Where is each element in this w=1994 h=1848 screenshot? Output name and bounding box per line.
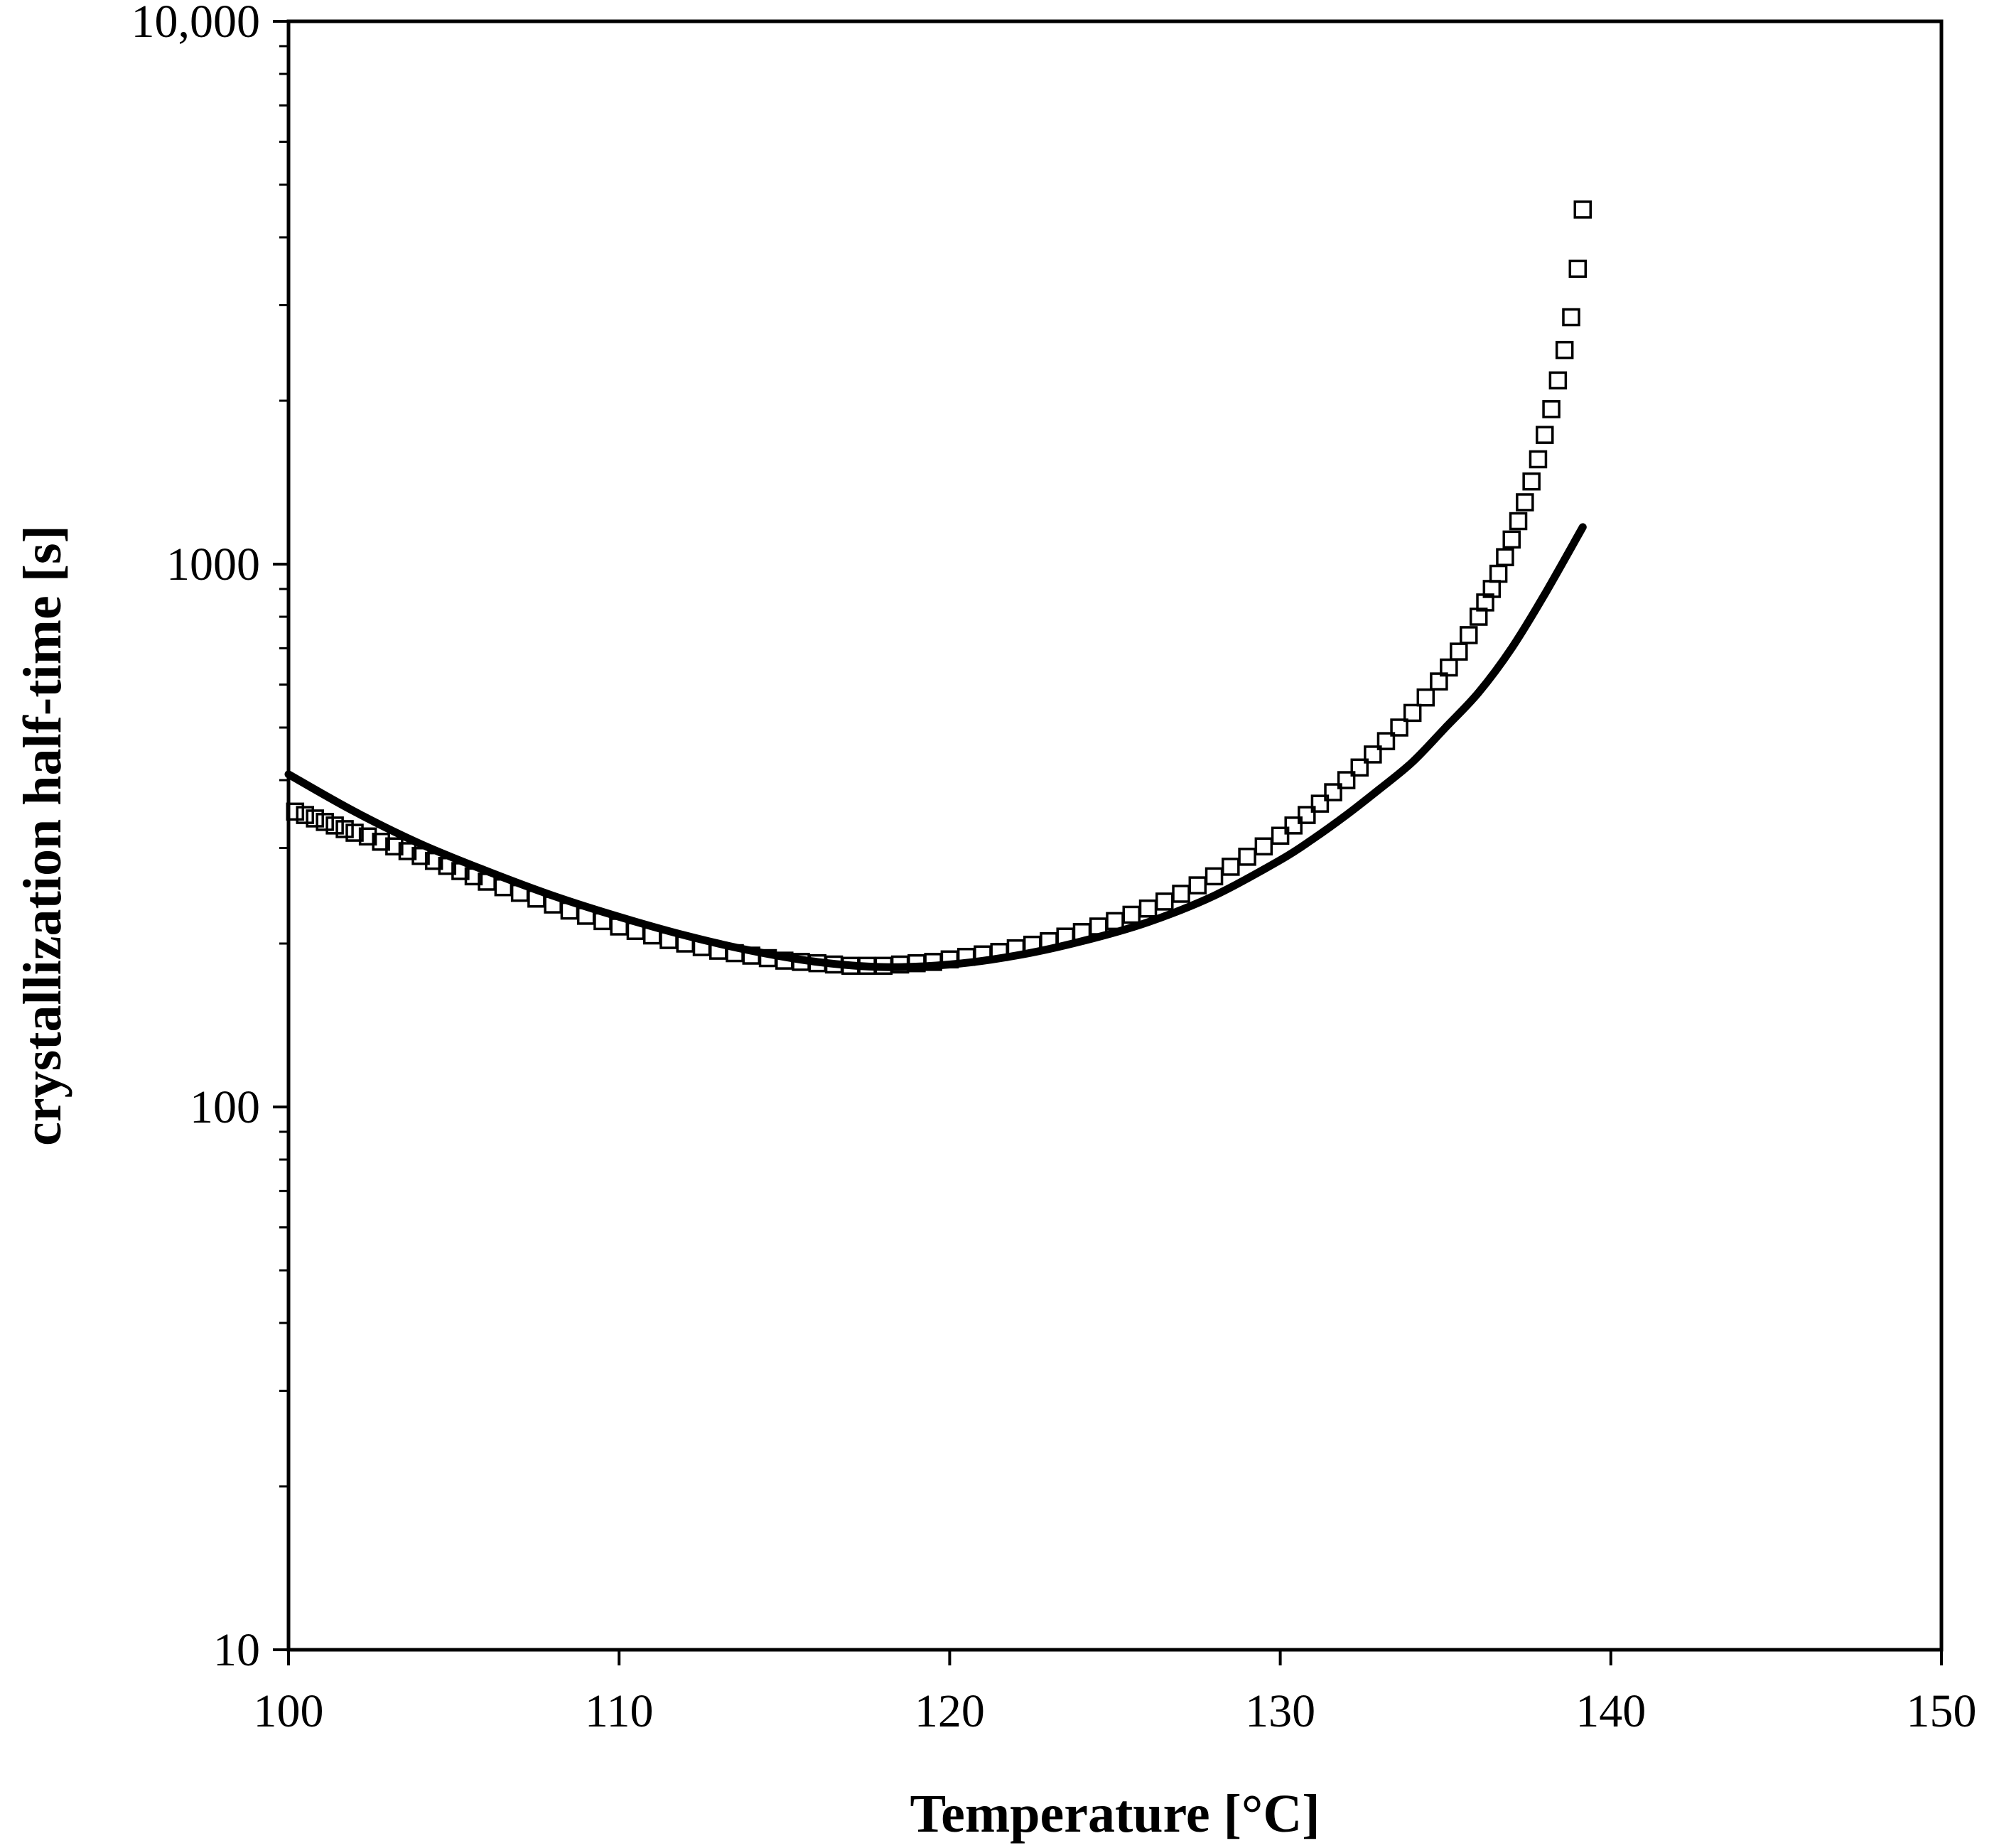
data-point <box>1542 400 1561 418</box>
data-point <box>1138 899 1158 918</box>
data-point <box>1489 564 1508 583</box>
data-point <box>1310 794 1330 813</box>
data-point <box>1284 816 1303 835</box>
data-point <box>1555 340 1574 360</box>
data-point <box>1350 758 1369 777</box>
data-point <box>1222 858 1240 876</box>
x-tick-label: 130 <box>1245 1685 1315 1737</box>
data-point <box>1573 200 1592 219</box>
x-axis-title: Temperature [°C] <box>910 1784 1320 1844</box>
x-tick-label: 120 <box>915 1685 985 1737</box>
data-point <box>1509 512 1528 531</box>
data-point <box>335 820 354 838</box>
data-point <box>1337 771 1356 789</box>
data-point <box>1502 530 1521 549</box>
x-tick-label: 150 <box>1907 1685 1977 1737</box>
data-point <box>372 832 391 851</box>
x-tick-label: 140 <box>1575 1685 1646 1737</box>
data-point <box>1522 472 1541 491</box>
data-point <box>1106 912 1124 931</box>
data-point <box>1390 718 1408 737</box>
data-point <box>1460 626 1478 644</box>
data-point <box>1364 745 1382 764</box>
data-point <box>1155 892 1174 911</box>
measured-series <box>286 200 1592 976</box>
y-axis-title: crystallization half-time [s] <box>13 525 72 1146</box>
data-point <box>1416 688 1435 707</box>
data-point <box>316 813 334 831</box>
data-point <box>286 802 305 821</box>
data-point <box>1516 493 1534 512</box>
plot-frame <box>286 19 1944 1652</box>
data-point <box>1450 642 1468 661</box>
x-tick-label: 110 <box>585 1685 654 1737</box>
data-point <box>1562 308 1580 327</box>
data-point <box>1122 905 1141 924</box>
data-point <box>306 809 324 828</box>
data-point <box>1205 867 1224 886</box>
y-tick-label: 100 <box>190 1081 260 1133</box>
data-point <box>1496 548 1514 566</box>
y-tick-label: 10 <box>213 1624 260 1676</box>
data-point <box>1188 876 1207 895</box>
data-point <box>1548 371 1568 390</box>
data-point <box>1568 259 1588 279</box>
x-axis-ticks: 100 110 120 130 140 150 <box>254 1650 1977 1737</box>
data-point <box>1254 837 1273 856</box>
data-point <box>296 806 315 824</box>
data-point <box>358 827 377 846</box>
data-point <box>325 816 344 835</box>
data-point <box>1324 783 1342 801</box>
x-tick-label: 100 <box>254 1685 324 1737</box>
data-point <box>1536 426 1554 444</box>
data-point <box>345 823 364 842</box>
data-point <box>1430 672 1448 691</box>
data-point <box>1271 826 1290 845</box>
data-point <box>1298 806 1316 824</box>
data-point <box>1529 450 1548 469</box>
y-tick-label: 10,000 <box>131 0 261 48</box>
data-point <box>398 842 417 860</box>
y-axis-ticks: 10 100 1000 10,000 <box>131 0 289 1676</box>
data-point <box>385 837 404 856</box>
data-point <box>1403 703 1422 723</box>
data-point <box>1172 885 1190 903</box>
data-point <box>1376 732 1396 750</box>
data-point <box>1238 848 1256 866</box>
data-point <box>1440 658 1458 677</box>
y-tick-label: 1000 <box>166 539 260 590</box>
model-curve <box>284 523 1587 971</box>
